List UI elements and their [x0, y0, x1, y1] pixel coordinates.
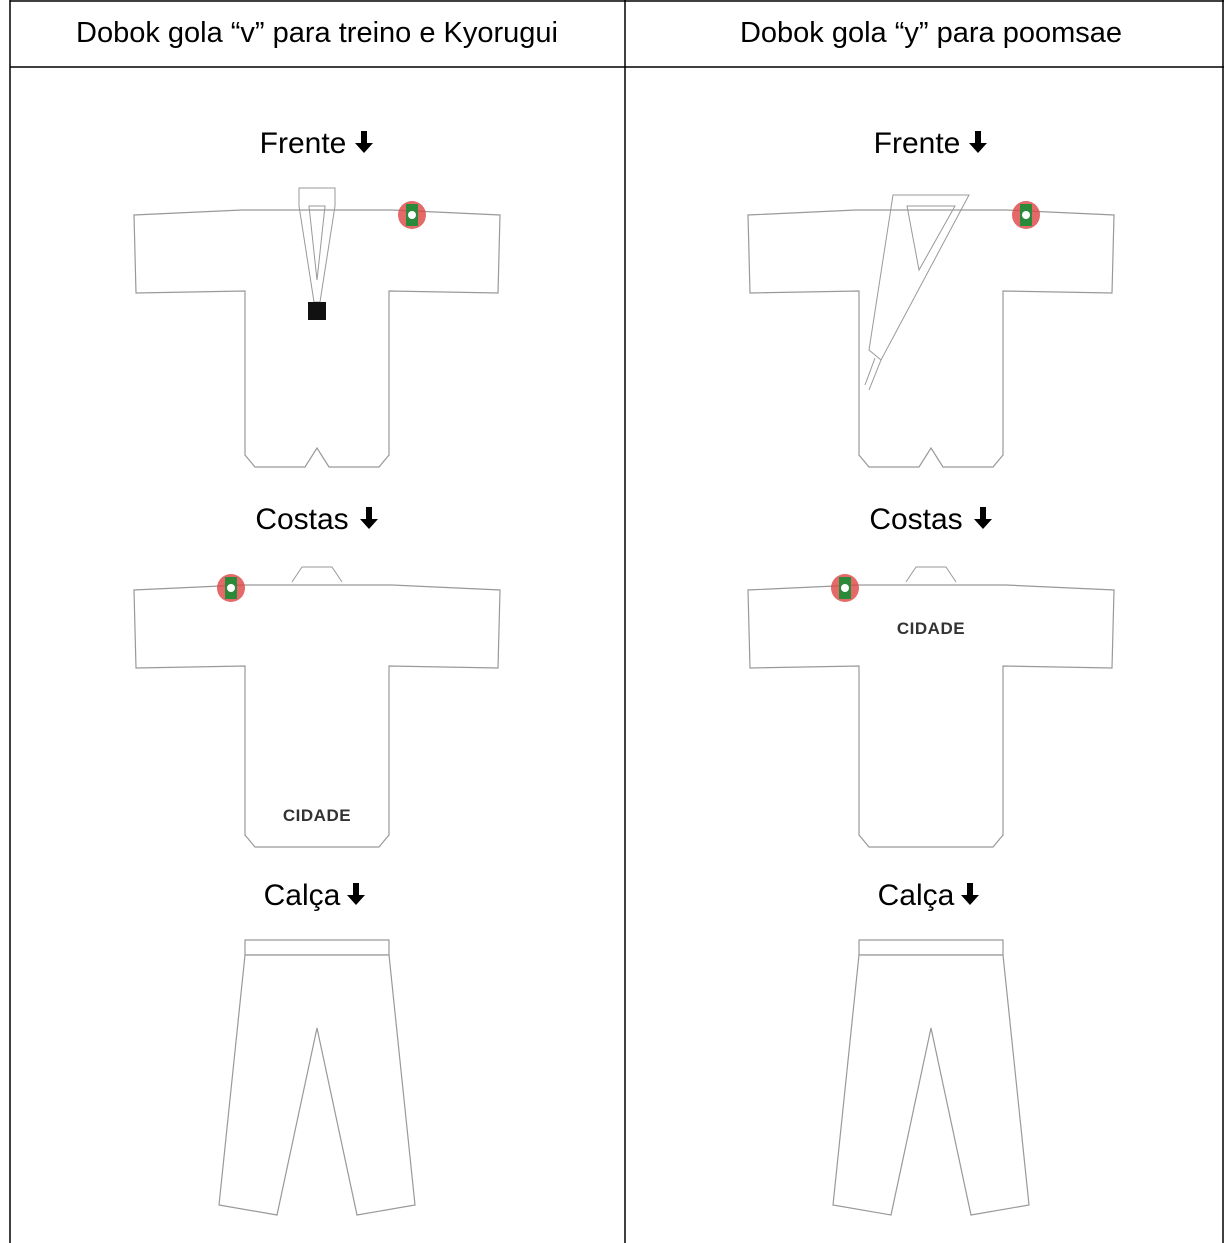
section-label: Costas [869, 503, 962, 536]
arrow-icon [969, 131, 987, 153]
arrow-icon [355, 131, 373, 153]
section-label: Calça [264, 879, 341, 912]
arrow-icon [961, 883, 979, 905]
jacket-front-y [747, 194, 1115, 468]
table-frame [9, 0, 1224, 1243]
arrow-icon [974, 507, 992, 529]
section-label: Frente [874, 127, 961, 160]
jacket-back [133, 566, 501, 848]
back-print: CIDADE [897, 619, 965, 638]
section-label: Costas [255, 503, 348, 536]
column-header: Dobok gola “v” para treino e Kyorugui [76, 17, 558, 49]
jacket-front-v [133, 187, 501, 468]
pants [832, 939, 1030, 1216]
arrow-icon [347, 883, 365, 905]
section-label: Calça [878, 879, 955, 912]
pants [218, 939, 416, 1216]
column-header: Dobok gola “y” para poomsae [740, 17, 1122, 49]
back-print: CIDADE [283, 806, 351, 825]
section-label: Frente [260, 127, 347, 160]
arrow-icon [360, 507, 378, 529]
jacket-back [747, 566, 1115, 848]
